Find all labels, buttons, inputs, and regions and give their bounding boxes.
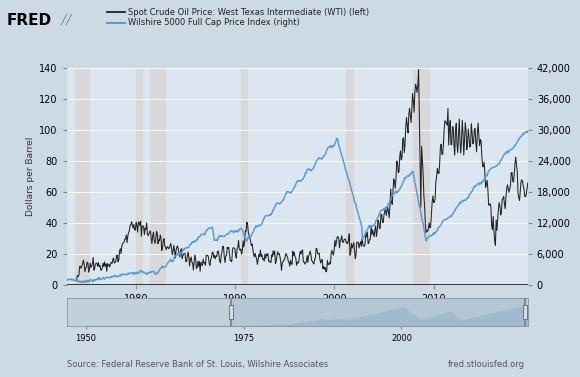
Bar [241, 68, 247, 285]
Text: Source: Federal Reserve Bank of St. Louis, Wilshire Associates: Source: Federal Reserve Bank of St. Loui… [67, 360, 328, 369]
Bar [231, 298, 525, 326]
Y-axis label: Index: Index [578, 164, 580, 189]
Text: Spot Crude Oil Price: West Texas Intermediate (WTI) (left): Spot Crude Oil Price: West Texas Interme… [128, 8, 369, 17]
Text: ╱╱: ╱╱ [61, 13, 72, 25]
Bar [229, 305, 233, 319]
Bar [346, 68, 353, 285]
Bar [413, 68, 429, 285]
Text: FRED: FRED [7, 13, 52, 28]
Bar [150, 68, 165, 285]
Bar [136, 68, 142, 285]
Text: fred.stlouisfed.org: fred.stlouisfed.org [448, 360, 525, 369]
Y-axis label: Dollars per Barrel: Dollars per Barrel [26, 136, 35, 216]
Bar [523, 305, 527, 319]
Text: Wilshire 5000 Full Cap Price Index (right): Wilshire 5000 Full Cap Price Index (righ… [128, 18, 299, 27]
Bar [75, 68, 89, 285]
